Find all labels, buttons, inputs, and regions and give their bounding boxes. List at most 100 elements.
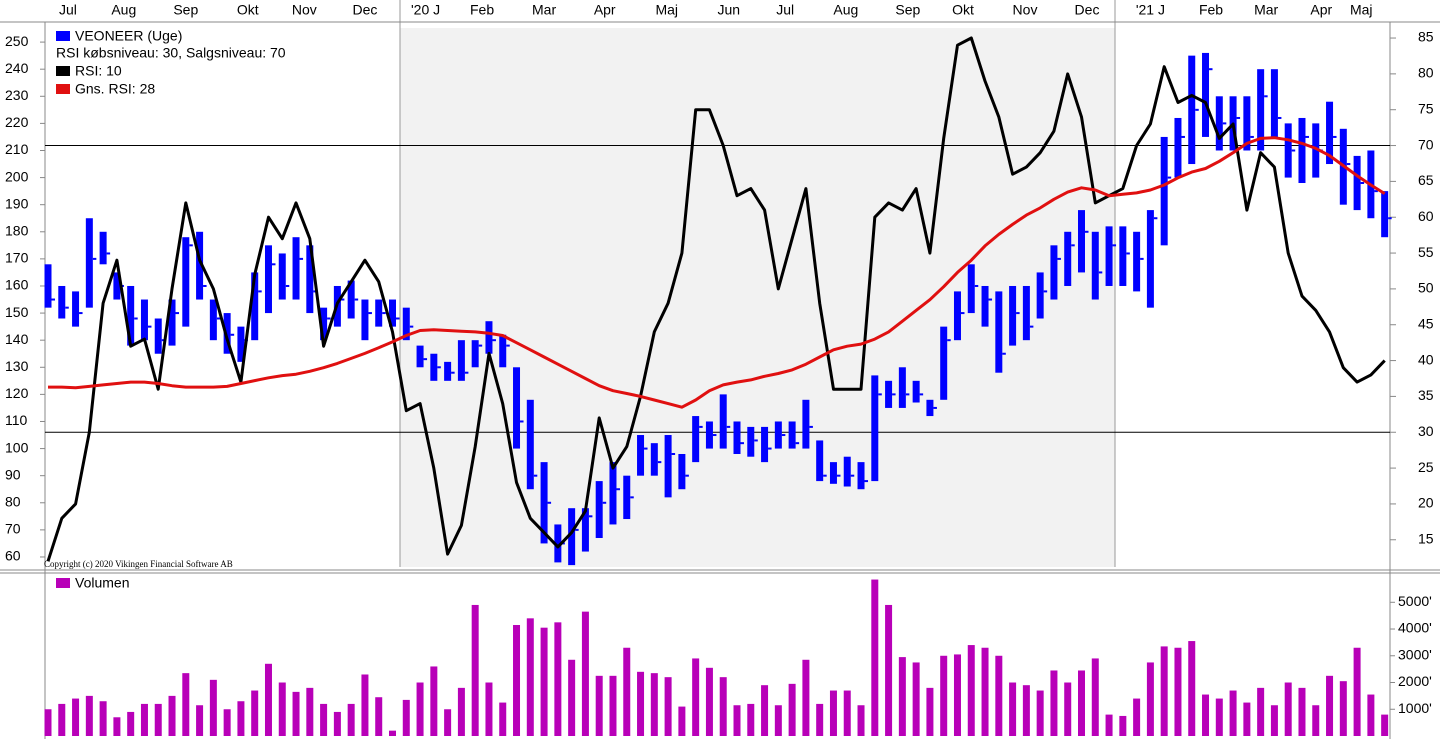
price-bar: [1105, 226, 1113, 286]
price-bar: [1284, 123, 1292, 178]
y2-tick-label: 60: [1418, 208, 1434, 224]
volume-bar: [581, 611, 589, 736]
volume-bar: [774, 705, 782, 736]
volume-bar: [375, 697, 383, 736]
volume-bar: [471, 604, 479, 736]
volume-bar: [678, 706, 686, 736]
price-bar: [540, 462, 548, 544]
price-bar: [623, 475, 631, 520]
volume-bar: [1312, 705, 1320, 736]
price-bar: [1215, 96, 1223, 151]
price-bar: [306, 245, 314, 314]
legend-swatch: [56, 578, 70, 588]
price-bar: [1022, 285, 1030, 341]
y-tick-label: 210: [5, 141, 29, 157]
price-bar: [1188, 55, 1196, 165]
volume-bar: [1050, 670, 1058, 736]
volume-bar: [995, 655, 1003, 736]
price-bar: [650, 443, 658, 476]
volume-bar: [912, 662, 920, 736]
price-bar: [127, 285, 135, 346]
price-bar: [733, 421, 741, 454]
y2-tick-label: 40: [1418, 351, 1434, 367]
volume-bar: [1146, 662, 1154, 736]
volume-bar: [1381, 714, 1389, 736]
y2-tick-label: 50: [1418, 280, 1434, 296]
price-bar: [361, 299, 369, 341]
price-bar: [264, 245, 272, 314]
indicator-line: [48, 136, 1386, 409]
volume-bar: [609, 675, 617, 736]
volume-bar: [816, 703, 824, 736]
legend-label: RSI: 10: [75, 63, 122, 79]
volume-bar: [1229, 690, 1237, 736]
price-bar: [526, 399, 534, 490]
volume-bar: [1284, 682, 1292, 736]
price-bar: [885, 380, 893, 408]
y-tick-label: 150: [5, 304, 29, 320]
volume-bar: [664, 677, 672, 736]
volume-bar: [306, 687, 314, 736]
y2-tick-label: 30: [1418, 423, 1434, 439]
volume-bar: [127, 711, 135, 736]
price-bar: [1353, 155, 1361, 211]
y2-tick-label: 65: [1418, 172, 1434, 188]
y2-tick-label: 70: [1418, 136, 1434, 152]
y-tick-label: 90: [5, 466, 21, 482]
price-bar: [85, 218, 93, 308]
legend-swatch: [56, 66, 70, 76]
y-tick-label: 110: [5, 412, 28, 428]
price-bar: [1009, 285, 1017, 346]
volume-bar: [885, 604, 893, 736]
volume-bar: [761, 685, 769, 736]
volume-bar: [967, 645, 975, 736]
volume-bar: [568, 659, 576, 736]
volume-bar: [1064, 682, 1072, 736]
volume-bar: [292, 691, 300, 736]
volume-bar: [595, 675, 603, 736]
volume-bar: [526, 618, 534, 736]
volume-bar: [182, 673, 190, 736]
y-tick-label: 5000': [1398, 593, 1432, 609]
price-bar: [1119, 226, 1127, 286]
legend-label: VEONEER (Uge): [75, 28, 182, 44]
volume-bar: [692, 658, 700, 736]
price-bar: [912, 380, 920, 403]
price-bar: [761, 426, 769, 463]
volume-bar: [1243, 702, 1251, 736]
x-tick-label: Jun: [717, 2, 740, 18]
price-bar: [292, 237, 300, 300]
volume-bar: [898, 657, 906, 736]
price-bar: [444, 361, 452, 381]
y2-tick-label: 25: [1418, 459, 1434, 475]
volume-bar: [168, 695, 176, 736]
volume-bar: [747, 703, 755, 736]
volume-bar: [1133, 698, 1141, 736]
x-tick-label: Aug: [111, 2, 136, 18]
x-tick-label: Okt: [237, 2, 259, 18]
price-bar: [168, 299, 176, 346]
price-bar: [568, 508, 576, 566]
price-bar: [595, 481, 603, 539]
price-bar: [1160, 136, 1168, 246]
price-bar: [554, 524, 562, 563]
volume-bar: [44, 709, 52, 736]
x-tick-label: Mar: [532, 2, 556, 18]
y-tick-label: 160: [5, 277, 29, 293]
price-bar: [637, 435, 645, 476]
indicator-line: [46, 36, 1386, 562]
price-bar: [581, 508, 589, 552]
volume-bar: [499, 702, 507, 736]
price-bar: [416, 345, 424, 368]
price-bar: [664, 435, 672, 498]
volume-bar: [1367, 694, 1375, 736]
price-bar: [678, 453, 686, 490]
y2-tick-label: 35: [1418, 387, 1434, 403]
price-bar: [1381, 191, 1389, 238]
price-bar: [72, 291, 80, 327]
legend-label: Gns. RSI: 28: [75, 81, 155, 97]
price-bar: [719, 394, 727, 449]
price-bar: [44, 264, 52, 308]
y-tick-label: 170: [5, 250, 29, 266]
